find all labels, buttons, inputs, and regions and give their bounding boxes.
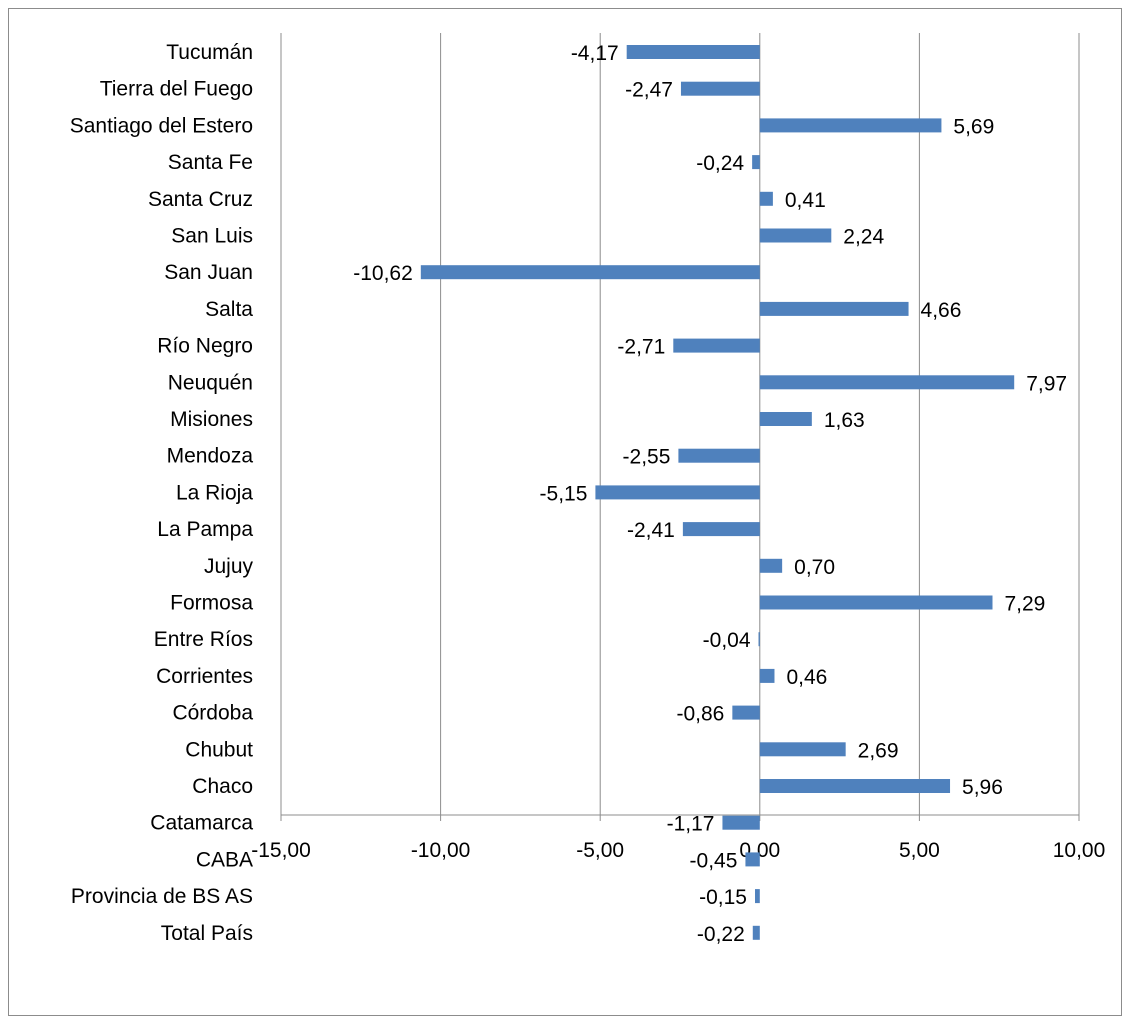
data-label: 5,69 xyxy=(953,115,994,138)
bar xyxy=(758,632,760,647)
bar xyxy=(673,338,760,353)
x-tick-label: -5,00 xyxy=(576,839,624,862)
category-label: Tucumán xyxy=(166,41,253,64)
category-label: La Pampa xyxy=(157,518,253,541)
bar xyxy=(678,448,760,463)
category-label: Corrientes xyxy=(156,665,253,688)
x-tick-label: 10,00 xyxy=(1053,839,1106,862)
data-label: 2,69 xyxy=(858,739,899,762)
bar xyxy=(759,558,783,573)
x-tick-label: -10,00 xyxy=(411,839,471,862)
data-label: 5,96 xyxy=(962,776,1003,799)
bar xyxy=(755,889,760,904)
category-label: Santa Cruz xyxy=(148,188,253,211)
data-label: 0,46 xyxy=(786,666,827,689)
bar xyxy=(682,522,760,537)
bar xyxy=(752,155,760,170)
bar xyxy=(745,852,760,867)
category-label: Catamarca xyxy=(150,812,253,835)
bar xyxy=(759,595,993,610)
data-labels: -4,17 -2,47 5,69 -0,24 0,41 2,24 -10,62 4,66 -2,… xyxy=(353,42,1067,946)
category-label: Río Negro xyxy=(157,335,253,358)
bar xyxy=(759,668,775,683)
category-label: Total País xyxy=(161,922,253,945)
category-label: CABA xyxy=(196,848,253,871)
x-axis: -15,00 -10,00 -5,00 0,00 5,00 10,00 xyxy=(251,814,1106,862)
data-label: -4,17 xyxy=(571,42,619,65)
bar xyxy=(420,265,760,280)
bar-chart: -15,00 -10,00 -5,00 0,00 5,00 10,00 TucumánTi… xyxy=(70,33,1106,946)
category-label: Santa Fe xyxy=(168,151,253,174)
category-label: Tierra del Fuego xyxy=(100,78,253,101)
data-label: -2,41 xyxy=(627,519,675,542)
category-label: Provincia de BS AS xyxy=(71,885,253,908)
data-label: 2,24 xyxy=(843,226,884,249)
data-label: -2,71 xyxy=(617,336,665,359)
category-label: Misiones xyxy=(170,408,253,431)
data-label: -0,86 xyxy=(676,703,724,726)
data-label: -2,47 xyxy=(625,79,673,102)
category-label: Santiago del Estero xyxy=(70,114,253,137)
data-label: 4,66 xyxy=(921,299,962,322)
category-label: Salta xyxy=(205,298,253,321)
bar xyxy=(595,485,760,500)
data-label: 7,97 xyxy=(1026,372,1067,395)
data-label: -0,24 xyxy=(696,152,744,175)
category-label: San Juan xyxy=(164,261,253,284)
data-label: 1,63 xyxy=(824,409,865,432)
bar xyxy=(752,925,760,940)
bar xyxy=(732,705,760,720)
bar xyxy=(759,375,1015,390)
data-label: -2,55 xyxy=(623,446,671,469)
category-label: Chubut xyxy=(185,738,253,761)
bar xyxy=(759,742,846,757)
data-label: -1,17 xyxy=(667,813,715,836)
category-label: Neuquén xyxy=(168,371,253,394)
category-label: San Luis xyxy=(171,225,253,248)
bar xyxy=(759,301,909,316)
data-label: -0,45 xyxy=(690,849,738,872)
data-label: -10,62 xyxy=(353,262,413,285)
data-label: -0,22 xyxy=(697,923,745,946)
data-label: -0,04 xyxy=(703,629,751,652)
category-label: Chaco xyxy=(192,775,253,798)
x-tick-label: -15,00 xyxy=(251,839,311,862)
data-label: -0,15 xyxy=(699,886,747,909)
bar xyxy=(680,81,760,96)
data-label: 7,29 xyxy=(1004,593,1045,616)
bar xyxy=(759,118,942,133)
chart-frame: -15,00 -10,00 -5,00 0,00 5,00 10,00 Tucumán Ti… xyxy=(8,8,1122,1016)
bar xyxy=(759,228,832,243)
category-label: Jujuy xyxy=(204,555,254,578)
category-label: Entre Ríos xyxy=(154,628,253,651)
data-label: -5,15 xyxy=(540,482,588,505)
category-label: Mendoza xyxy=(167,445,254,468)
x-tick-label: 5,00 xyxy=(899,839,940,862)
bars xyxy=(420,45,1015,940)
bar xyxy=(759,779,951,793)
category-labels: Tucumán Tierra del Fuego Santiago del Este… xyxy=(70,41,254,945)
data-label: 0,41 xyxy=(785,189,826,212)
category-label: Formosa xyxy=(170,592,253,615)
bar xyxy=(759,412,812,426)
category-label: Córdoba xyxy=(172,702,253,725)
bar xyxy=(722,815,760,830)
data-label: 0,70 xyxy=(794,556,835,579)
category-label: La Rioja xyxy=(176,481,253,504)
bar xyxy=(626,45,760,59)
bar xyxy=(759,191,773,206)
